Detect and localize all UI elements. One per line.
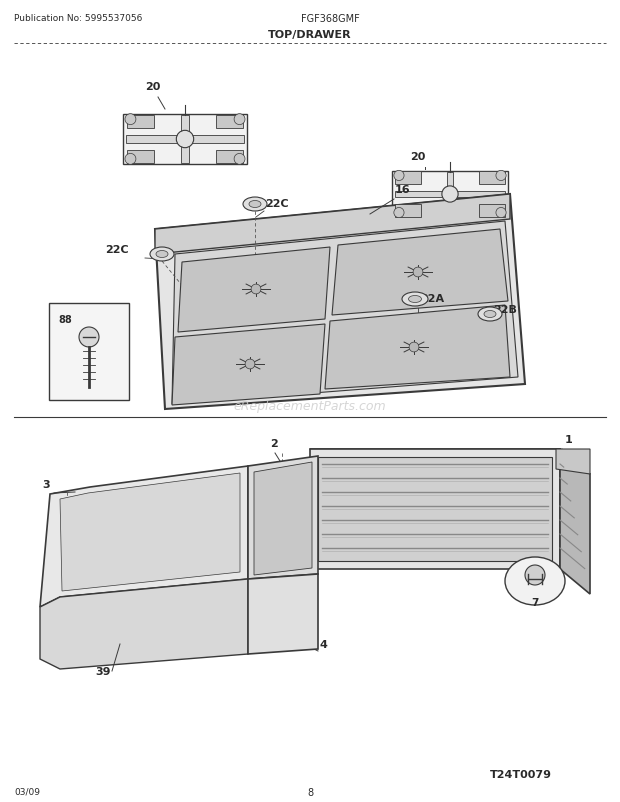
Polygon shape [560, 449, 590, 594]
Text: 7: 7 [531, 597, 539, 607]
Circle shape [496, 209, 506, 218]
Polygon shape [318, 457, 552, 561]
Polygon shape [178, 248, 330, 333]
Circle shape [394, 171, 404, 181]
Circle shape [496, 171, 506, 181]
Circle shape [245, 359, 255, 370]
Ellipse shape [156, 251, 168, 258]
FancyBboxPatch shape [49, 304, 129, 400]
Ellipse shape [150, 248, 174, 261]
Text: Publication No: 5995537056: Publication No: 5995537056 [14, 14, 143, 23]
Text: 39: 39 [95, 666, 110, 676]
Text: FGF368GMF: FGF368GMF [301, 14, 360, 24]
Polygon shape [40, 579, 248, 669]
Text: T24T0079: T24T0079 [490, 769, 552, 779]
Circle shape [251, 285, 261, 294]
Polygon shape [172, 325, 325, 406]
Text: 16: 16 [395, 184, 410, 195]
Text: 20: 20 [145, 82, 161, 92]
Circle shape [125, 115, 136, 125]
Polygon shape [123, 115, 247, 164]
Polygon shape [248, 456, 318, 579]
Text: TOP/DRAWER: TOP/DRAWER [268, 30, 352, 40]
Text: 22C: 22C [105, 245, 128, 255]
Text: 88: 88 [58, 314, 72, 325]
Ellipse shape [249, 201, 261, 209]
Polygon shape [396, 172, 421, 185]
Text: 4: 4 [320, 639, 328, 649]
Polygon shape [332, 229, 508, 316]
Polygon shape [40, 467, 248, 607]
Polygon shape [155, 195, 510, 255]
Polygon shape [395, 192, 505, 198]
Text: 03/09: 03/09 [14, 787, 40, 796]
Polygon shape [126, 150, 154, 164]
Ellipse shape [478, 308, 502, 322]
Polygon shape [216, 115, 243, 129]
Text: 3: 3 [42, 480, 50, 489]
Polygon shape [310, 449, 590, 475]
Polygon shape [254, 463, 312, 575]
Text: 20: 20 [410, 152, 425, 162]
Circle shape [525, 565, 545, 585]
Polygon shape [446, 172, 453, 217]
Polygon shape [325, 306, 510, 390]
Polygon shape [479, 205, 505, 217]
Ellipse shape [505, 557, 565, 606]
Text: 22A: 22A [420, 294, 444, 304]
Polygon shape [310, 449, 560, 569]
Circle shape [234, 115, 245, 125]
Polygon shape [396, 205, 421, 217]
Text: 8: 8 [307, 787, 313, 797]
Circle shape [409, 342, 419, 352]
Polygon shape [216, 150, 243, 164]
Polygon shape [172, 221, 518, 404]
Circle shape [413, 268, 423, 277]
Ellipse shape [409, 296, 422, 303]
Polygon shape [60, 473, 240, 591]
Polygon shape [392, 172, 508, 218]
Polygon shape [248, 574, 318, 654]
Polygon shape [556, 449, 590, 475]
Polygon shape [155, 195, 525, 410]
Circle shape [79, 327, 99, 347]
Text: 2: 2 [270, 439, 278, 448]
Text: 22B: 22B [493, 305, 517, 314]
Text: eReplacementParts.com: eReplacementParts.com [234, 399, 386, 412]
Ellipse shape [243, 198, 267, 212]
Circle shape [442, 187, 458, 203]
Ellipse shape [402, 293, 428, 306]
Circle shape [394, 209, 404, 218]
Ellipse shape [484, 311, 496, 318]
Text: 1: 1 [565, 435, 573, 444]
Polygon shape [181, 116, 188, 164]
Circle shape [176, 132, 193, 148]
Polygon shape [479, 172, 505, 185]
Text: 22C: 22C [265, 199, 289, 209]
Circle shape [125, 154, 136, 165]
Polygon shape [126, 136, 244, 144]
Polygon shape [126, 115, 154, 129]
Circle shape [234, 154, 245, 165]
